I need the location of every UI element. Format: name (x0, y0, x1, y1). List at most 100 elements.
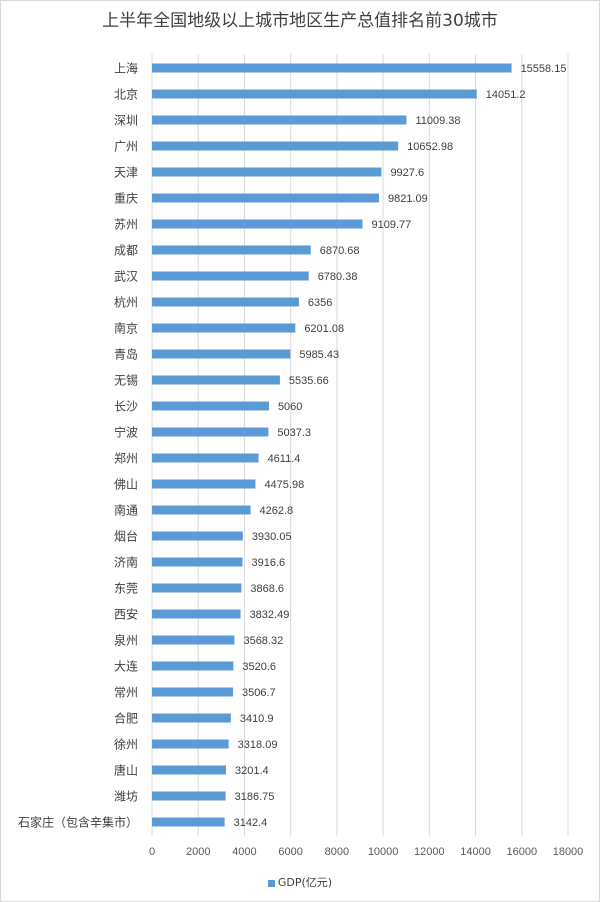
category-label: 南通 (114, 503, 138, 518)
x-tick-label: 8000 (325, 846, 349, 858)
data-label: 6201.08 (304, 323, 344, 335)
data-label: 5037.3 (277, 427, 311, 439)
bar (152, 297, 299, 307)
x-tick-label: 16000 (506, 846, 537, 858)
category-label: 合肥 (114, 711, 138, 726)
bar (152, 89, 477, 99)
bar (152, 765, 226, 775)
category-label: 广州 (114, 140, 138, 154)
x-tick-label: 14000 (460, 846, 491, 858)
category-label: 佛山 (114, 478, 138, 492)
legend-label: GDP(亿元) (277, 876, 333, 889)
data-label: 14051.2 (486, 89, 526, 101)
x-tick-label: 12000 (414, 846, 445, 858)
data-label: 9927.6 (390, 167, 424, 179)
bar (152, 531, 243, 541)
bar (152, 635, 235, 645)
chart-title: 上半年全国地级以上城市地区生产总值排名前30城市 (102, 11, 498, 31)
data-label: 3916.6 (252, 557, 286, 569)
data-label: 9821.09 (388, 193, 428, 205)
data-label: 3520.6 (242, 661, 276, 673)
category-label: 南京 (114, 321, 138, 336)
bar (152, 791, 226, 801)
category-label: 郑州 (114, 451, 138, 466)
category-label: 徐州 (114, 737, 138, 752)
category-label: 常州 (114, 686, 138, 700)
category-label: 唐山 (114, 763, 138, 778)
category-label: 北京 (114, 88, 138, 102)
data-label: 3930.05 (252, 531, 292, 543)
category-label: 潍坊 (114, 789, 138, 804)
data-label: 4262.8 (260, 505, 294, 517)
bar (152, 687, 234, 697)
bar (152, 739, 229, 749)
category-label: 苏州 (114, 218, 138, 232)
x-tick-label: 4000 (232, 846, 256, 858)
x-tick-label: 10000 (368, 846, 399, 858)
data-label: 3868.6 (250, 583, 284, 595)
category-label: 宁波 (114, 425, 138, 440)
x-tick-label: 6000 (278, 846, 302, 858)
bar (152, 583, 242, 593)
bar (152, 375, 280, 385)
bar (152, 245, 311, 255)
category-label: 深圳 (114, 114, 138, 128)
bar (152, 115, 407, 125)
bar (152, 479, 256, 489)
data-label: 11009.38 (415, 115, 460, 127)
data-label: 6356 (308, 297, 332, 309)
bar (152, 609, 241, 619)
bar (152, 349, 291, 359)
legend: GDP(亿元) (0, 874, 600, 890)
category-label: 青岛 (114, 347, 138, 362)
x-tick-label: 2000 (186, 846, 210, 858)
bar (152, 63, 512, 73)
bar (152, 219, 363, 229)
bar (152, 713, 231, 723)
category-label: 长沙 (114, 400, 138, 414)
bar (152, 505, 251, 515)
data-label: 4475.98 (264, 479, 304, 491)
category-label: 烟台 (114, 529, 138, 544)
category-label: 上海 (114, 61, 138, 76)
data-label: 10652.98 (407, 141, 453, 153)
data-label: 5985.43 (299, 349, 339, 361)
bar (152, 271, 309, 281)
bar (152, 427, 269, 437)
data-label: 3410.9 (240, 713, 274, 725)
bar (152, 453, 259, 463)
data-label: 9109.77 (372, 219, 412, 231)
category-label: 济南 (114, 555, 138, 570)
data-label: 5535.66 (289, 375, 329, 387)
category-label: 成都 (114, 244, 138, 258)
data-label: 4611.4 (268, 453, 301, 465)
data-label: 3506.7 (242, 687, 276, 699)
data-label: 3832.49 (250, 609, 290, 621)
data-label: 3201.4 (235, 765, 269, 777)
legend-swatch (267, 879, 275, 887)
bar (152, 193, 379, 203)
category-label: 武汉 (114, 270, 138, 284)
bar (152, 141, 399, 151)
category-label: 重庆 (114, 192, 138, 206)
bar (152, 557, 243, 567)
x-tick-label: 0 (149, 846, 155, 858)
category-label: 西安 (114, 607, 138, 622)
bar (152, 167, 382, 177)
data-label: 6780.38 (318, 271, 358, 283)
bar (152, 323, 296, 333)
category-label: 东莞 (114, 582, 138, 596)
data-label: 6870.68 (320, 245, 360, 257)
category-label: 杭州 (114, 295, 138, 310)
category-label: 大连 (114, 659, 138, 674)
data-label: 15558.15 (521, 63, 567, 75)
bar (152, 817, 225, 827)
bar (152, 401, 269, 411)
category-label: 泉州 (114, 634, 138, 648)
data-label: 3186.75 (235, 791, 275, 803)
data-label: 5060 (278, 401, 302, 413)
data-label: 3568.32 (243, 635, 283, 647)
x-tick-label: 18000 (553, 846, 584, 858)
bar (152, 661, 234, 671)
